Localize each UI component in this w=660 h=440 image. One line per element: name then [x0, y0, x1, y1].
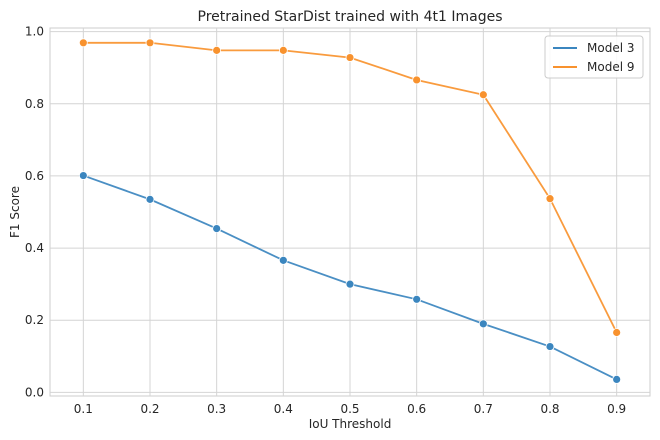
- data-point: [545, 194, 555, 204]
- data-point: [478, 90, 488, 100]
- data-point: [612, 328, 622, 337]
- x-tick-label: 0.1: [74, 402, 93, 416]
- data-point: [612, 375, 622, 384]
- tick-labels: 0.1 0.2 0.3 0.4 0.5 0.6 0.7 0.8 0.9 0.0 0.2 0.4 0.6 0…: [25, 25, 626, 416]
- data-point: [545, 342, 555, 351]
- y-tick-label: 1.0: [25, 25, 44, 39]
- data-point: [145, 38, 155, 48]
- x-tick-label: 0.9: [607, 402, 626, 416]
- x-tick-label: 0.4: [274, 402, 293, 416]
- y-axis-label: F1 Score: [8, 186, 22, 238]
- legend-label: Model 3: [587, 41, 634, 55]
- y-tick-label: 0.2: [25, 313, 44, 327]
- data-point: [412, 75, 422, 85]
- chart-title: Pretrained StarDist trained with 4t1 Ima…: [198, 9, 503, 25]
- data-point: [478, 319, 488, 329]
- data-point: [412, 294, 422, 304]
- series-model-9: [78, 38, 622, 337]
- series-model-3: [78, 171, 622, 384]
- y-tick-label: 0.6: [25, 169, 44, 183]
- y-tick-label: 0.4: [25, 241, 44, 255]
- grid: [50, 28, 650, 396]
- data-point: [345, 53, 355, 62]
- y-tick-label: 0.8: [25, 97, 44, 111]
- data-point: [278, 45, 288, 55]
- x-tick-label: 0.2: [140, 402, 159, 416]
- y-tick-label: 0.0: [25, 385, 44, 399]
- legend: Model 3 Model 9: [544, 35, 644, 79]
- data-point: [278, 255, 288, 265]
- series-layer: [78, 38, 622, 384]
- legend-entry: Model 9: [553, 60, 634, 74]
- legend-entry: Model 3: [553, 41, 634, 55]
- data-point: [145, 194, 155, 204]
- data-point: [212, 224, 222, 233]
- legend-label: Model 9: [587, 60, 634, 74]
- data-point: [78, 38, 88, 48]
- x-tick-label: 0.6: [407, 402, 426, 416]
- x-tick-label: 0.8: [540, 402, 559, 416]
- x-tick-label: 0.5: [340, 402, 359, 416]
- data-point: [78, 171, 88, 180]
- x-tick-label: 0.3: [207, 402, 226, 416]
- data-point: [212, 45, 222, 55]
- x-tick-label: 0.7: [474, 402, 493, 416]
- data-point: [345, 279, 355, 289]
- x-axis-label: IoU Threshold: [309, 417, 392, 431]
